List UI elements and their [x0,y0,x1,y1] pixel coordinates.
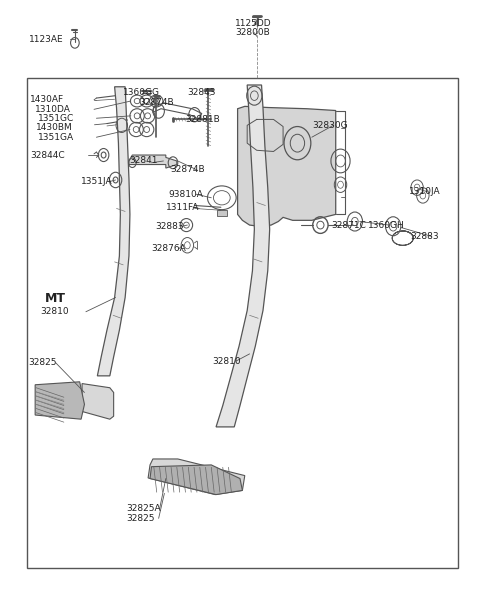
Text: 32874B: 32874B [140,98,174,107]
Text: 32883: 32883 [410,232,439,241]
Text: 1430BM: 1430BM [36,123,73,132]
Text: 32844C: 32844C [30,151,65,159]
Bar [27,78,458,568]
Polygon shape [217,209,227,215]
Text: 1360GH: 1360GH [368,221,405,230]
Text: 32874B: 32874B [170,165,205,174]
Text: MT: MT [45,292,66,305]
Text: 1351GA: 1351GA [38,133,74,142]
Text: 32810: 32810 [40,307,69,317]
Text: 1360GG: 1360GG [123,88,160,97]
Text: 32871C: 32871C [331,221,366,230]
Text: 32810: 32810 [212,356,241,365]
Text: 32883: 32883 [156,222,184,231]
Polygon shape [129,155,177,168]
Text: 1351GC: 1351GC [38,114,74,123]
Text: 1351JA: 1351JA [81,177,113,186]
Text: 32881B: 32881B [185,115,220,124]
Polygon shape [35,382,84,419]
Text: 32876A: 32876A [152,245,186,253]
Polygon shape [216,85,270,427]
Text: 32825: 32825 [127,514,155,523]
Text: 32825: 32825 [28,358,57,367]
Polygon shape [148,459,245,494]
Polygon shape [97,87,130,376]
Text: 1430AF: 1430AF [30,95,64,104]
Text: 1311FA: 1311FA [166,203,199,212]
Text: 93810A: 93810A [168,190,203,199]
Text: 1310DA: 1310DA [35,105,71,114]
Text: 32841: 32841 [129,156,157,165]
Polygon shape [238,107,336,226]
Polygon shape [82,384,114,419]
Text: 1123AE: 1123AE [28,35,63,44]
Text: 32800B: 32800B [235,28,270,37]
Text: 1310JA: 1310JA [408,187,440,196]
Text: 1125DD: 1125DD [235,19,272,28]
Text: 32830G: 32830G [312,121,348,130]
Polygon shape [150,465,242,494]
Text: 32843: 32843 [187,88,216,97]
Text: 32825A: 32825A [127,505,161,513]
